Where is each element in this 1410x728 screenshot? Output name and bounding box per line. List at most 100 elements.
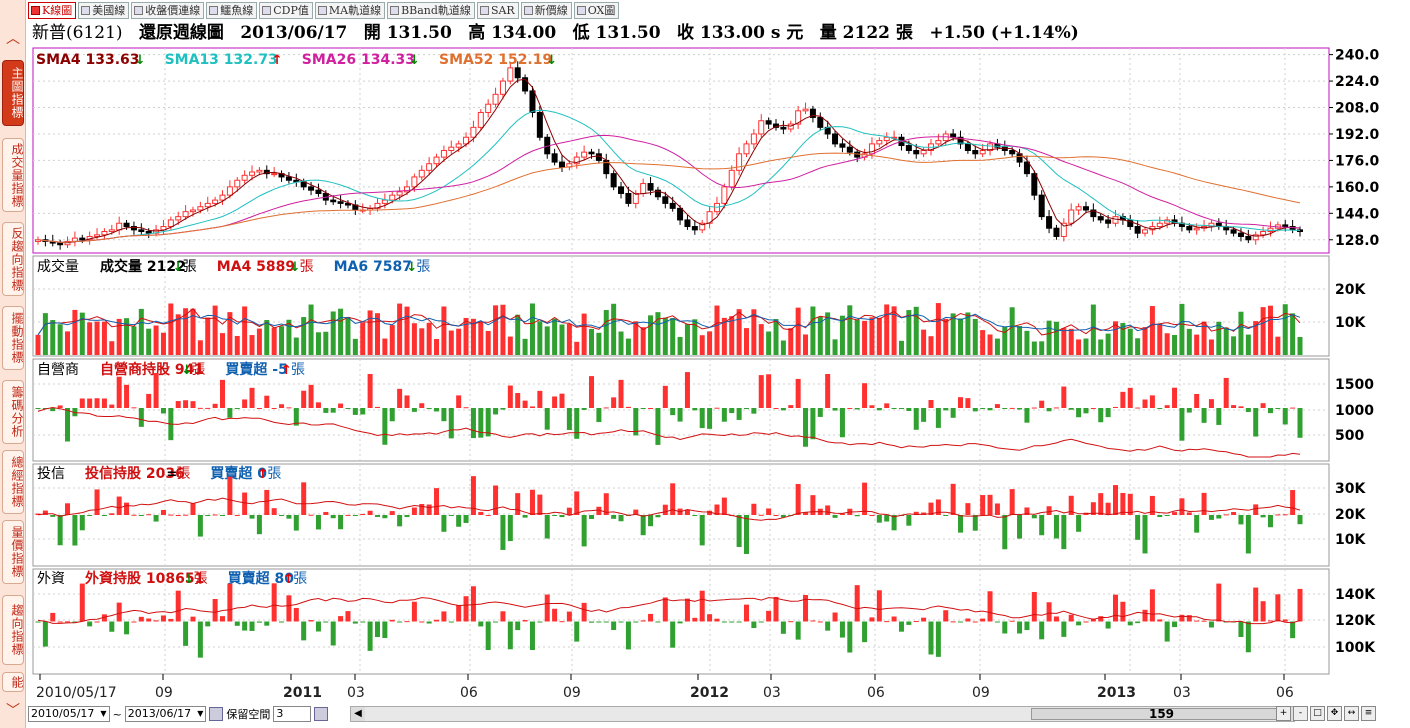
dealer-tick-label: 1500 <box>1335 377 1374 393</box>
volume-bar <box>65 331 71 355</box>
trust-net-bar <box>566 507 572 515</box>
trust-net-bar <box>183 514 189 516</box>
foreign-net-bar <box>921 617 927 622</box>
tab-0[interactable]: K線圖 <box>28 2 77 19</box>
foreign-net-bar <box>249 621 255 631</box>
nav-item-5[interactable]: 總經指標 <box>2 450 24 514</box>
candle-body <box>1090 209 1097 218</box>
volume-bar <box>1282 304 1288 355</box>
foreign-net-bar <box>293 607 299 622</box>
volume-bar <box>980 330 986 355</box>
nav-up-arrow-icon[interactable]: ︿ <box>6 31 20 47</box>
dealer-net-bar <box>138 408 144 427</box>
restore-icon[interactable]: □ <box>1310 706 1325 721</box>
tab-5[interactable]: MA軌道線 <box>314 2 386 19</box>
candle-body <box>189 209 196 213</box>
right-scrollbar[interactable] <box>1388 0 1410 728</box>
volume-bar <box>677 336 683 355</box>
nav-down-arrow-icon[interactable]: ﹀ <box>6 703 20 719</box>
foreign-net-bar <box>596 621 602 623</box>
menu-icon[interactable]: ≡ <box>1361 706 1376 721</box>
nav-item-1[interactable]: 成交量指標 <box>2 138 24 212</box>
dealer-net-bar <box>478 408 484 438</box>
trust-net-bar <box>1238 515 1244 525</box>
price-legend-3: SMA52 152.19 <box>439 52 552 68</box>
dealer-net-bar <box>441 408 447 422</box>
tab-8[interactable]: 新價線 <box>520 2 572 19</box>
foreign-net-bar <box>884 621 890 623</box>
volume-bar <box>972 318 978 355</box>
fit-icon[interactable]: ↔ <box>1344 706 1359 721</box>
tab-7[interactable]: SAR <box>476 2 519 19</box>
from-date-picker[interactable]: 2010/05/17 ▼ <box>28 706 110 722</box>
trust-net-bar <box>1186 512 1192 515</box>
move-icon[interactable]: ✥ <box>1327 706 1342 721</box>
candle-body <box>477 111 484 128</box>
foreign-net-bar <box>662 597 668 622</box>
stock-info-bar: 新普(6121) 還原週線圖 2013/06/17 開 131.50 高 134… <box>32 22 1372 44</box>
tab-6[interactable]: BBand軌道線 <box>387 2 475 19</box>
price-tick-label: 192.0 <box>1335 127 1380 143</box>
nav-item-3[interactable]: 擺動指標 <box>2 306 24 370</box>
tab-1[interactable]: 美國線 <box>78 2 130 19</box>
trust-net-bar <box>1201 492 1207 515</box>
foreign-net-bar <box>552 608 558 622</box>
nav-item-0[interactable]: 主圖指標 <box>2 60 24 126</box>
nav-item-8[interactable]: 能 <box>2 672 24 692</box>
candle-body <box>507 67 514 82</box>
nav-item-6[interactable]: 量價指標 <box>2 520 24 584</box>
dealer-net-bar <box>677 408 683 422</box>
tab-4[interactable]: CDP值 <box>259 2 313 19</box>
dealer-net-bar <box>101 398 107 408</box>
tab-2[interactable]: 收盤價連線 <box>131 2 205 19</box>
scroll-thumb[interactable]: 159 <box>1031 708 1292 720</box>
volume-bar <box>175 314 181 355</box>
foreign-net-bar <box>94 621 100 623</box>
reserve-input[interactable]: 3 <box>273 706 312 722</box>
candle-body <box>728 169 735 188</box>
tab-9[interactable]: OX圖 <box>573 2 620 19</box>
dealer-net-bar <box>1245 408 1251 412</box>
foreign-unit: 張 <box>293 571 307 587</box>
dealer-net-bar <box>566 408 572 430</box>
apply-range-icon[interactable] <box>209 707 224 721</box>
dealer-net-bar <box>1135 407 1141 409</box>
nav-item-2[interactable]: 反趨向指標 <box>2 222 24 296</box>
foreign-net-bar <box>190 616 196 622</box>
to-date-picker[interactable]: 2013/06/17 ▼ <box>124 706 207 722</box>
volume-bar <box>1157 323 1163 355</box>
tab-3[interactable]: 鱷魚線 <box>206 2 258 19</box>
foreign-net-bar <box>566 611 572 622</box>
scroll-left-icon[interactable]: ◀ <box>351 707 365 721</box>
sma4-line <box>37 78 1301 244</box>
trust-net-bar <box>271 508 277 515</box>
apply-reserve-icon[interactable] <box>314 707 329 721</box>
tab-label: 收盤價連線 <box>145 4 201 17</box>
volume-bar <box>249 335 255 355</box>
trust-net-bar <box>766 508 772 515</box>
volume-bar <box>168 303 174 355</box>
dealer-net-bar <box>832 408 838 411</box>
trust-net-bar <box>264 489 270 515</box>
trust-net-bar <box>655 515 661 518</box>
volume-ma4-line <box>37 307 1301 336</box>
candle-body <box>536 111 543 138</box>
chart-area[interactable]: 240.0 224.0 208.0 192.0 176.0 160.0 144.0 128.0… <box>0 0 1388 704</box>
trust-net-bar <box>79 515 85 531</box>
dealer-net-bar <box>345 408 351 409</box>
x-axis-label: 2010/05/17 <box>36 685 117 701</box>
volume-bar <box>1275 336 1281 355</box>
arrow-down-icon: ↓ <box>409 53 420 68</box>
candle-body <box>802 108 809 112</box>
zoom-out-icon[interactable]: - <box>1293 706 1308 721</box>
nav-item-7[interactable]: 趨向指標 <box>2 595 24 665</box>
candle-body <box>448 146 455 151</box>
zoom-in-icon[interactable]: + <box>1276 706 1291 721</box>
trust-net-bar <box>434 488 440 515</box>
volume-bar <box>950 313 956 355</box>
nav-item-4[interactable]: 籌碼分析 <box>2 380 24 444</box>
foreign-net-bar <box>87 621 93 627</box>
timeline-scrollbar[interactable]: ◀ 159 ▶ <box>350 706 1295 722</box>
dealer-net-bar <box>1090 407 1096 409</box>
foreign-net-bar <box>958 621 964 623</box>
